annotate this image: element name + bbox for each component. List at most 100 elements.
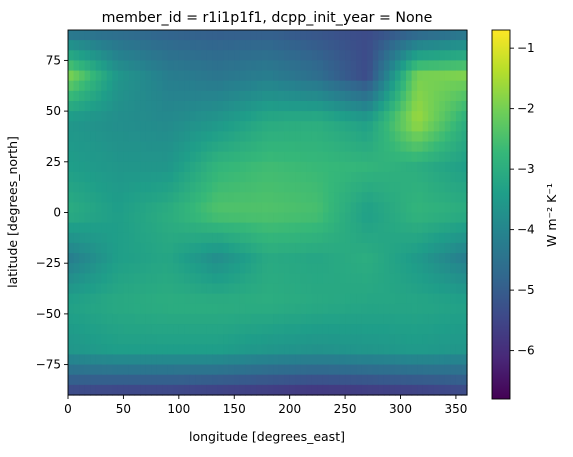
heatmap-cell bbox=[145, 334, 152, 345]
heatmap-cell bbox=[306, 263, 313, 274]
heatmap-cell bbox=[295, 171, 302, 183]
heatmap-cell bbox=[95, 70, 102, 82]
heatmap-cell bbox=[389, 293, 396, 305]
heatmap-cell bbox=[217, 303, 224, 315]
heatmap-cell bbox=[245, 121, 252, 132]
heatmap-cell bbox=[444, 273, 451, 285]
heatmap-cell bbox=[339, 283, 346, 295]
heatmap-cell bbox=[201, 171, 208, 183]
heatmap-cell bbox=[112, 40, 119, 51]
heatmap-cell bbox=[140, 111, 147, 122]
heatmap-cell bbox=[389, 374, 396, 386]
heatmap-cell bbox=[311, 232, 318, 244]
heatmap-cell bbox=[328, 192, 335, 203]
heatmap-cell bbox=[439, 80, 446, 92]
heatmap-cell bbox=[289, 384, 296, 396]
heatmap-cell bbox=[73, 100, 80, 112]
heatmap-cell bbox=[422, 80, 429, 92]
heatmap-cell bbox=[123, 111, 130, 122]
heatmap-cell bbox=[151, 364, 158, 376]
heatmap-cell bbox=[389, 30, 396, 41]
heatmap-cell bbox=[217, 131, 224, 143]
heatmap-cell bbox=[112, 30, 119, 41]
heatmap-cell bbox=[134, 384, 141, 396]
heatmap-cell bbox=[306, 131, 313, 143]
heatmap-cell bbox=[361, 293, 368, 305]
heatmap-cell bbox=[84, 222, 91, 234]
heatmap-cell bbox=[356, 364, 363, 376]
heatmap-cell bbox=[112, 364, 119, 376]
heatmap-cell bbox=[334, 334, 341, 345]
heatmap-cell bbox=[322, 121, 330, 132]
heatmap-cell bbox=[322, 263, 330, 274]
heatmap-cell bbox=[90, 364, 97, 376]
heatmap-cell bbox=[178, 141, 185, 153]
heatmap-cell bbox=[112, 111, 119, 122]
heatmap-cell bbox=[284, 384, 291, 396]
heatmap-cell bbox=[328, 90, 335, 102]
heatmap-cell bbox=[117, 202, 125, 214]
heatmap-cell bbox=[178, 253, 185, 264]
heatmap-cell bbox=[162, 161, 169, 173]
heatmap-cell bbox=[322, 384, 330, 396]
heatmap-cell bbox=[206, 253, 213, 264]
heatmap-cell bbox=[84, 141, 91, 153]
heatmap-cell bbox=[367, 303, 374, 315]
heatmap-cell bbox=[95, 202, 102, 214]
heatmap-cell bbox=[68, 182, 75, 193]
heatmap-cell bbox=[195, 344, 202, 356]
heatmap-cell bbox=[223, 40, 230, 51]
heatmap-cell bbox=[79, 100, 86, 112]
heatmap-cell bbox=[101, 141, 108, 153]
heatmap-cell bbox=[106, 151, 113, 163]
heatmap-cell bbox=[189, 30, 197, 41]
heatmap-cell bbox=[273, 212, 280, 224]
heatmap-cell bbox=[245, 100, 252, 112]
heatmap-cell bbox=[394, 212, 402, 224]
heatmap-cell bbox=[106, 253, 113, 264]
heatmap-cell bbox=[345, 171, 352, 183]
heatmap-cell bbox=[184, 161, 191, 173]
heatmap-cell bbox=[245, 313, 252, 325]
heatmap-cell bbox=[439, 182, 446, 193]
heatmap-cell bbox=[239, 263, 246, 274]
heatmap-cell bbox=[145, 90, 152, 102]
heatmap-cell bbox=[206, 60, 213, 72]
heatmap-cell bbox=[90, 182, 97, 193]
heatmap-cell bbox=[439, 263, 446, 274]
heatmap-cell bbox=[140, 121, 147, 132]
heatmap-cell bbox=[378, 253, 385, 264]
heatmap-cell bbox=[223, 273, 230, 285]
heatmap-cell bbox=[394, 222, 402, 234]
heatmap-cell bbox=[289, 171, 296, 183]
heatmap-cell bbox=[151, 202, 158, 214]
heatmap-cell bbox=[234, 334, 241, 345]
heatmap-cell bbox=[79, 50, 86, 62]
heatmap-cell bbox=[289, 121, 296, 132]
heatmap-cell bbox=[433, 212, 440, 224]
heatmap-cell bbox=[417, 50, 424, 62]
heatmap-cell bbox=[173, 313, 180, 325]
heatmap-cell bbox=[422, 100, 429, 112]
heatmap-cell bbox=[156, 232, 163, 244]
heatmap-cell bbox=[439, 30, 446, 41]
heatmap-cell bbox=[345, 253, 352, 264]
heatmap-cell bbox=[173, 50, 180, 62]
heatmap-cell bbox=[162, 263, 169, 274]
heatmap-cell bbox=[350, 141, 357, 153]
heatmap-cell bbox=[167, 30, 174, 41]
heatmap-cell bbox=[339, 263, 346, 274]
heatmap-cell bbox=[156, 303, 163, 315]
heatmap-cell bbox=[306, 60, 313, 72]
heatmap-cell bbox=[250, 90, 258, 102]
heatmap-cell bbox=[289, 40, 296, 51]
heatmap-cell bbox=[328, 354, 335, 366]
heatmap-cell bbox=[162, 171, 169, 183]
heatmap-cell bbox=[234, 364, 241, 376]
heatmap-cell bbox=[195, 253, 202, 264]
heatmap-cell bbox=[162, 90, 169, 102]
heatmap-cell bbox=[234, 313, 241, 325]
heatmap-cell bbox=[378, 283, 385, 295]
heatmap-cell bbox=[117, 334, 125, 345]
heatmap-cell bbox=[461, 334, 468, 345]
